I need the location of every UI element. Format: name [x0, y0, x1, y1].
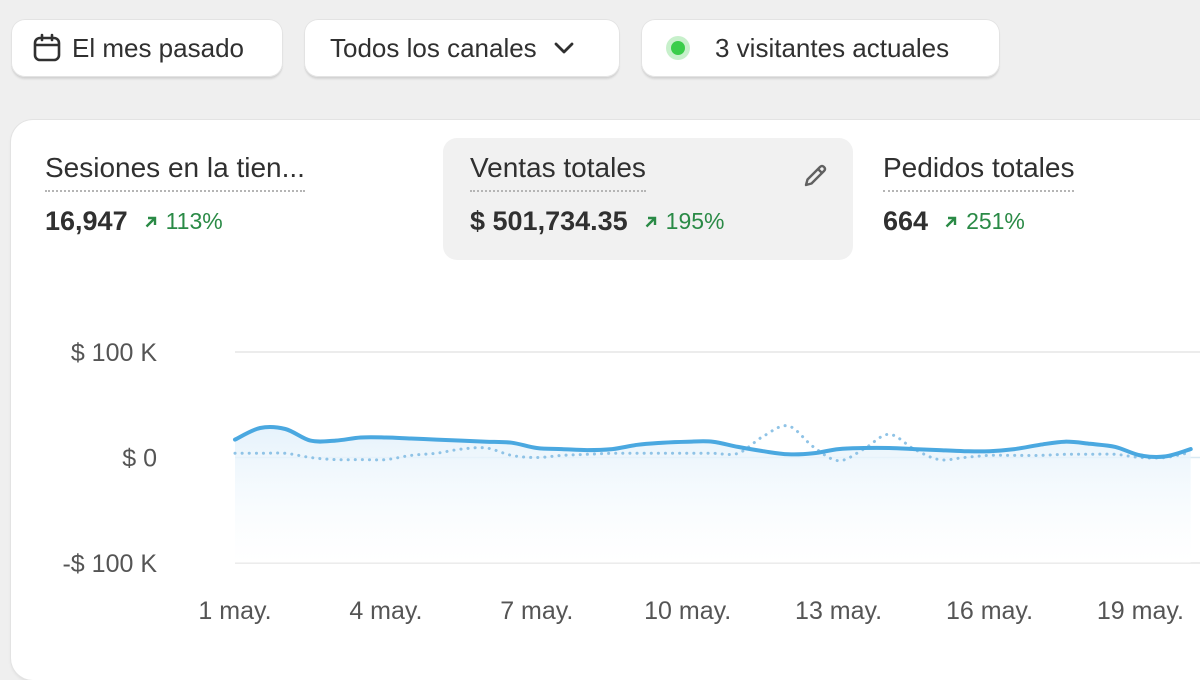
metric-change: 251% [944, 208, 1025, 235]
metric-sessions[interactable]: Sesiones en la tien... 16,947 113% [45, 138, 425, 260]
metric-label[interactable]: Pedidos totales [883, 152, 1075, 192]
channels-dropdown[interactable]: Todos los canales [304, 19, 620, 77]
series-area [235, 426, 1191, 563]
x-tick-label: 13 may. [795, 597, 882, 625]
y-tick-label: $ 0 [122, 445, 157, 473]
metric-change: 195% [644, 208, 725, 235]
chevron-down-icon [553, 41, 575, 55]
sales-line-chart: $ 100 K $ 0 -$ 100 K 1 may. 4 may. 7 may. 10 … [62, 339, 1200, 625]
x-tick-label: 1 may. [198, 597, 271, 625]
metric-value: 664 [883, 206, 929, 236]
analytics-card: Sesiones en la tien... 16,947 113% Venta… [11, 120, 1200, 680]
metric-value: $ 501,734.35 [470, 206, 628, 236]
channels-label: Todos los canales [330, 32, 537, 63]
primary-series-line [233, 424, 1193, 459]
date-range-button[interactable]: El mes pasado [11, 19, 283, 77]
y-tick-label: $ 100 K [71, 339, 158, 367]
live-visitors-label: 3 visitantes actuales [715, 32, 950, 63]
pencil-icon [804, 164, 827, 187]
metric-change: 113% [144, 208, 223, 235]
metric-label[interactable]: Sesiones en la tien... [45, 152, 305, 192]
metric-total-orders[interactable]: Pedidos totales 664 251% [873, 138, 1200, 260]
live-dot-icon [671, 41, 685, 55]
metric-change-value: 113% [165, 208, 223, 234]
metric-change-value: 195% [665, 208, 725, 234]
date-range-label: El mes pasado [72, 32, 244, 63]
arrow-up-right-icon [645, 216, 656, 227]
metric-label[interactable]: Ventas totales [470, 152, 646, 192]
live-visitors-button[interactable]: 3 visitantes actuales [641, 19, 1000, 77]
y-tick-label: -$ 100 K [62, 550, 157, 578]
arrow-up-right-icon [145, 216, 156, 227]
metric-total-sales[interactable]: Ventas totales $ 501,734.35 195% [443, 138, 853, 260]
metric-value: 16,947 [45, 206, 128, 236]
x-tick-label: 4 may. [349, 597, 422, 625]
x-tick-label: 7 may. [500, 597, 573, 625]
metric-change-value: 251% [966, 208, 1025, 234]
arrow-up-right-icon [945, 216, 957, 227]
x-tick-label: 19 may. [1097, 597, 1184, 625]
x-tick-label: 16 may. [946, 597, 1033, 625]
x-tick-label: 10 may. [644, 597, 731, 625]
edit-metric-button[interactable] [799, 160, 831, 192]
calendar-icon [31, 32, 63, 64]
